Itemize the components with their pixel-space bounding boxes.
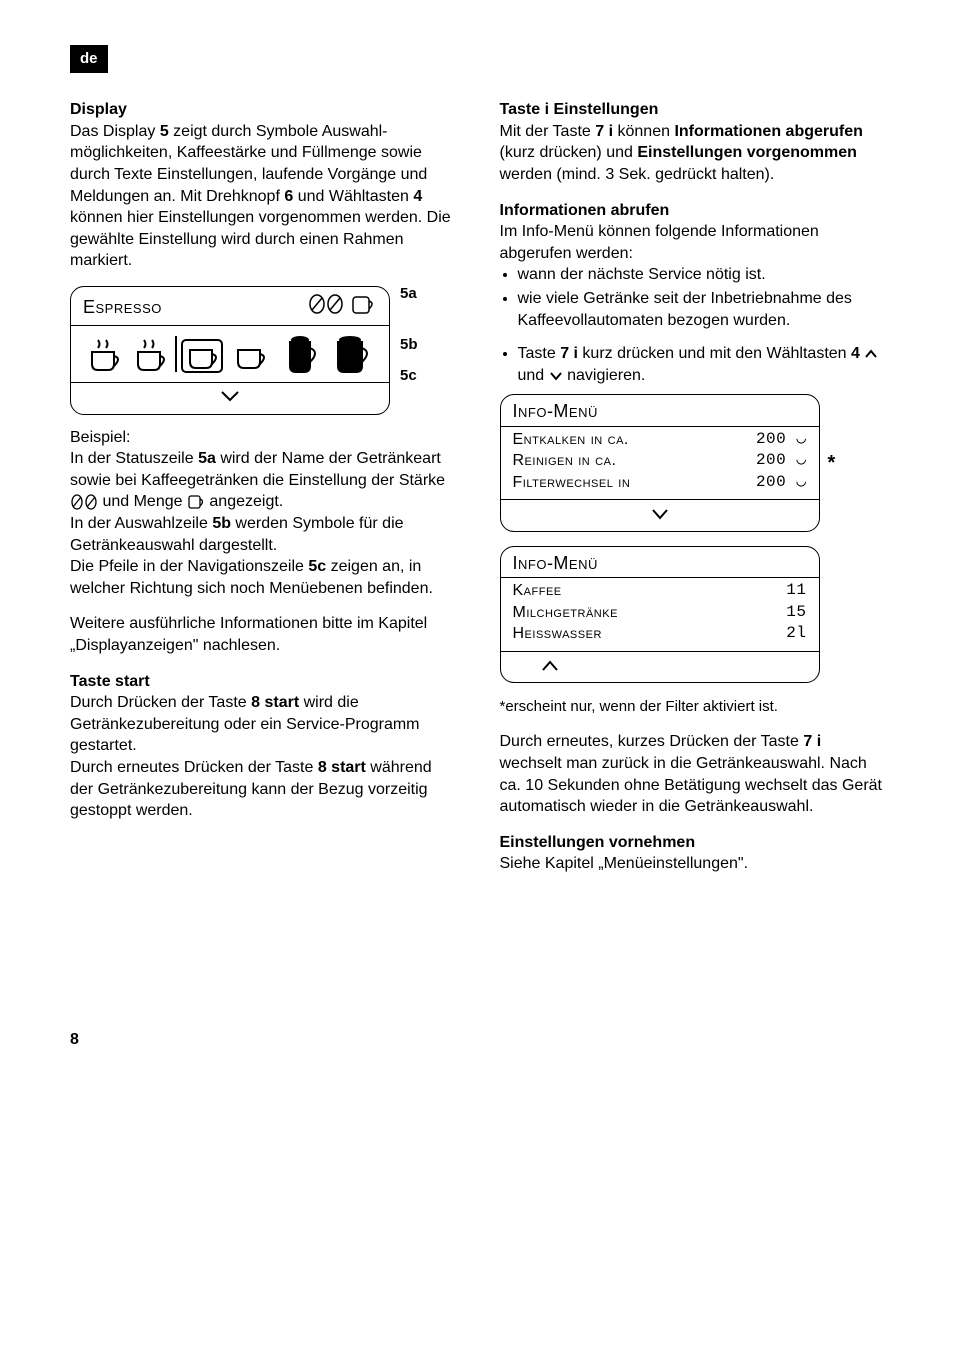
paragraph-display: Das Display 5 zeigt durch Symbole Auswah… (70, 121, 455, 272)
im2-r3-val: 2l (786, 623, 806, 645)
heading-start: Taste start (70, 671, 455, 693)
info-bullet-1: wann der nächste Service nötig ist. (518, 264, 885, 286)
beispiel-p1: In der Statuszeile 5a wird der Name der … (70, 448, 455, 513)
start-p1: Durch Drücken der Taste 8 start wird die… (70, 692, 455, 757)
two-column-layout: Display Das Display 5 zeigt durch Symbol… (70, 97, 884, 889)
chevron-down-icon (651, 508, 669, 520)
strength-icon (70, 494, 98, 510)
einstellungen-paragraph: Siehe Kapitel „Menüeinstellungen". (500, 853, 885, 875)
info-menu-2-nav (501, 651, 819, 682)
label-5a: 5a (400, 286, 418, 320)
info-menu-2-title: Info-Menü (501, 547, 819, 577)
im2-r2-label: Milchgetränke (513, 602, 618, 624)
im2-r1-label: Kaffee (513, 580, 562, 602)
start-p2: Durch erneutes Drücken der Taste 8 start… (70, 757, 455, 822)
im2-r1-val: 11 (786, 580, 806, 602)
display-box: Espresso (70, 286, 390, 415)
display-illustration: Espresso (70, 286, 455, 415)
heading-taste-j: Taste i Einstellungen (500, 99, 885, 121)
heading-info-abrufen: Informationen abrufen (500, 200, 885, 222)
star-mark: * (828, 450, 836, 477)
beispiel-heading: Beispiel: (70, 427, 455, 449)
return-paragraph: Durch erneutes, kurzes Drücken der Taste… (500, 731, 885, 817)
info-menu-1-nav (501, 499, 819, 530)
taste-j-paragraph: Mit der Taste 7 i können Informationen a… (500, 121, 885, 186)
amount-icon (187, 494, 205, 510)
info-bullet-list: wann der nächste Service nötig ist. wie … (500, 264, 885, 331)
info-menu-1-body: Entkalken in ca. 200 ◡ Reinigen in ca. 200… (501, 426, 819, 500)
im2-r2-val: 15 (786, 602, 806, 624)
nav-row (71, 382, 389, 413)
info-bullet-2: wie viele Getränke seit der Inbetrieb­na… (518, 288, 885, 331)
selection-row (71, 325, 389, 382)
beispiel-p3: Die Pfeile in der Navigationszeile 5c ze… (70, 556, 455, 599)
info-menu-2-wrap: Info-Menü Kaffee 11 Milchgetränke 15 Heiss… (500, 546, 885, 683)
chevron-up-icon (864, 349, 878, 359)
beispiel-p4: Weitere ausführliche Informationen bitte… (70, 613, 455, 656)
info-menu-1-wrap: Info-Menü Entkalken in ca. 200 ◡ Reinigen… (500, 394, 885, 531)
status-icons (307, 293, 377, 321)
heading-display: Display (70, 99, 455, 121)
im1-r1-label: Entkalken in ca. (513, 429, 629, 451)
footnote: *erscheint nur, wenn der Filter aktivier… (500, 697, 885, 717)
beispiel-p2: In der Auswahlzeile 5b werden Symbole fü… (70, 513, 455, 556)
im1-r2-label: Reinigen in ca. (513, 450, 617, 472)
label-5b: 5b (400, 320, 418, 368)
im1-r3-val: 200 ◡ (756, 472, 807, 494)
language-tag: de (70, 45, 108, 73)
im2-r3-label: Heisswasser (513, 623, 602, 645)
left-column: Display Das Display 5 zeigt durch Symbol… (70, 97, 455, 889)
info-menu-1: Info-Menü Entkalken in ca. 200 ◡ Reinigen… (500, 394, 820, 531)
info-lead: Im Info-Menü können folgende Information… (500, 221, 885, 264)
im1-r2-val: 200 ◡ (756, 450, 807, 472)
im1-r3-label: Filterwechsel in (513, 472, 631, 494)
chevron-down-icon (220, 389, 240, 403)
info-menu-2: Info-Menü Kaffee 11 Milchgetränke 15 Heiss… (500, 546, 820, 683)
right-column: Taste i Einstellungen Mit der Taste 7 i … (500, 97, 885, 889)
display-row-labels: 5a 5b 5c (400, 286, 418, 383)
chevron-down-icon (549, 371, 563, 381)
page-number: 8 (70, 1029, 884, 1051)
heading-einstellungen: Einstellungen vornehmen (500, 832, 885, 854)
drink-name-label: Espresso (83, 295, 162, 319)
status-row: Espresso (71, 287, 389, 325)
chevron-up-icon (541, 660, 559, 672)
info-menu-2-body: Kaffee 11 Milchgetränke 15 Heisswasser 2l (501, 577, 819, 651)
label-5c: 5c (400, 368, 418, 383)
info-menu-1-title: Info-Menü (501, 395, 819, 425)
info-action-bullet: Taste 7 i kurz drücken und mit den Wählt… (518, 343, 885, 386)
im1-r1-val: 200 ◡ (756, 429, 807, 451)
info-action-list: Taste 7 i kurz drücken und mit den Wählt… (500, 343, 885, 386)
